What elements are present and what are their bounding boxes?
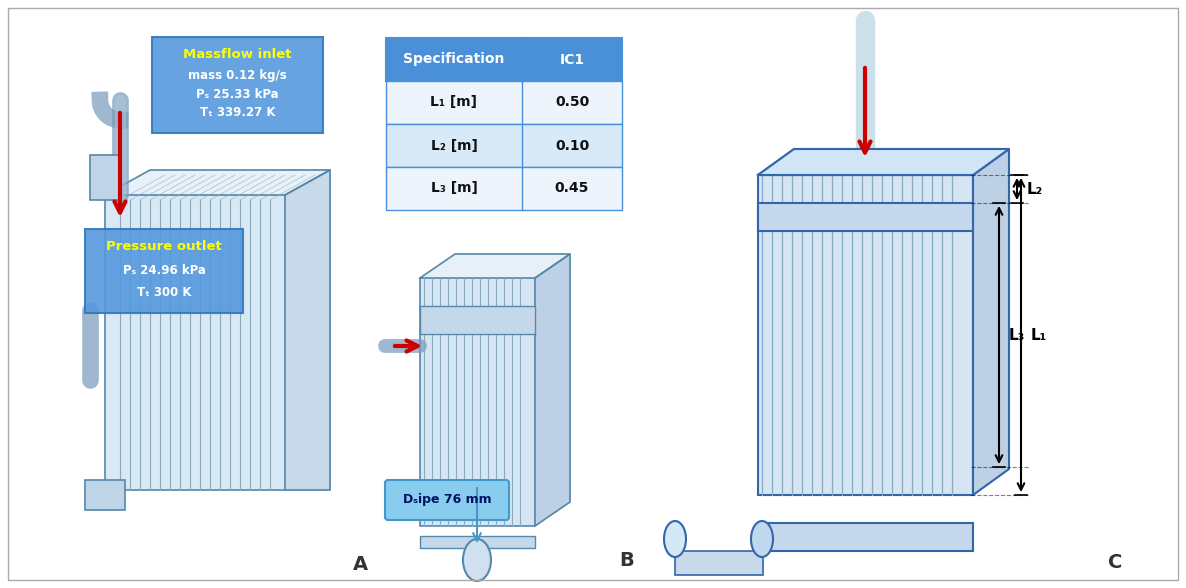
Bar [385, 38, 621, 81]
Ellipse shape [751, 521, 773, 557]
Bar [385, 81, 621, 124]
Text: Dₛipe 76 mm: Dₛipe 76 mm [403, 493, 491, 506]
Bar [758, 175, 973, 495]
FancyBboxPatch shape [85, 229, 243, 313]
Bar [420, 536, 535, 548]
Text: 0.10: 0.10 [555, 139, 589, 152]
Text: L₁ [m]: L₁ [m] [431, 95, 478, 109]
Text: 0.50: 0.50 [555, 95, 589, 109]
Polygon shape [758, 149, 1009, 175]
Ellipse shape [463, 539, 491, 581]
Bar [385, 167, 621, 210]
Polygon shape [420, 254, 570, 278]
Bar [758, 203, 973, 231]
Bar [106, 195, 285, 490]
Text: Specification: Specification [403, 52, 505, 66]
Ellipse shape [664, 521, 686, 557]
Bar [758, 523, 973, 551]
Bar [420, 306, 535, 334]
Polygon shape [973, 149, 1009, 495]
Bar [90, 155, 120, 200]
Text: L₃ [m]: L₃ [m] [431, 182, 478, 195]
Text: Massflow inlet: Massflow inlet [184, 48, 292, 62]
Text: A: A [352, 556, 368, 574]
Bar [420, 278, 535, 526]
Text: 0.45: 0.45 [555, 182, 589, 195]
Text: L₂ [m]: L₂ [m] [431, 139, 478, 152]
Text: IC1: IC1 [560, 52, 585, 66]
Text: L₁: L₁ [1031, 328, 1047, 342]
Text: Pₛ 24.96 kPa: Pₛ 24.96 kPa [122, 263, 205, 276]
Text: C: C [1108, 553, 1122, 572]
Bar [285, 170, 330, 490]
Text: Pₛ 25.33 kPa: Pₛ 25.33 kPa [196, 88, 279, 101]
Text: L₃: L₃ [1009, 328, 1026, 342]
Bar [85, 480, 125, 510]
FancyBboxPatch shape [152, 37, 323, 133]
Text: L₂: L₂ [1027, 182, 1044, 196]
Polygon shape [535, 254, 570, 526]
Text: B: B [619, 550, 635, 570]
Text: Tₜ 300 K: Tₜ 300 K [136, 286, 191, 299]
Polygon shape [106, 170, 330, 195]
Bar [385, 124, 621, 167]
Text: Tₜ 339.27 K: Tₜ 339.27 K [199, 106, 275, 119]
Polygon shape [285, 170, 330, 490]
Text: mass 0.12 kg/s: mass 0.12 kg/s [189, 68, 287, 82]
FancyBboxPatch shape [385, 480, 509, 520]
Bar [675, 551, 763, 575]
Text: Pressure outlet: Pressure outlet [106, 239, 222, 252]
Polygon shape [758, 149, 1009, 175]
